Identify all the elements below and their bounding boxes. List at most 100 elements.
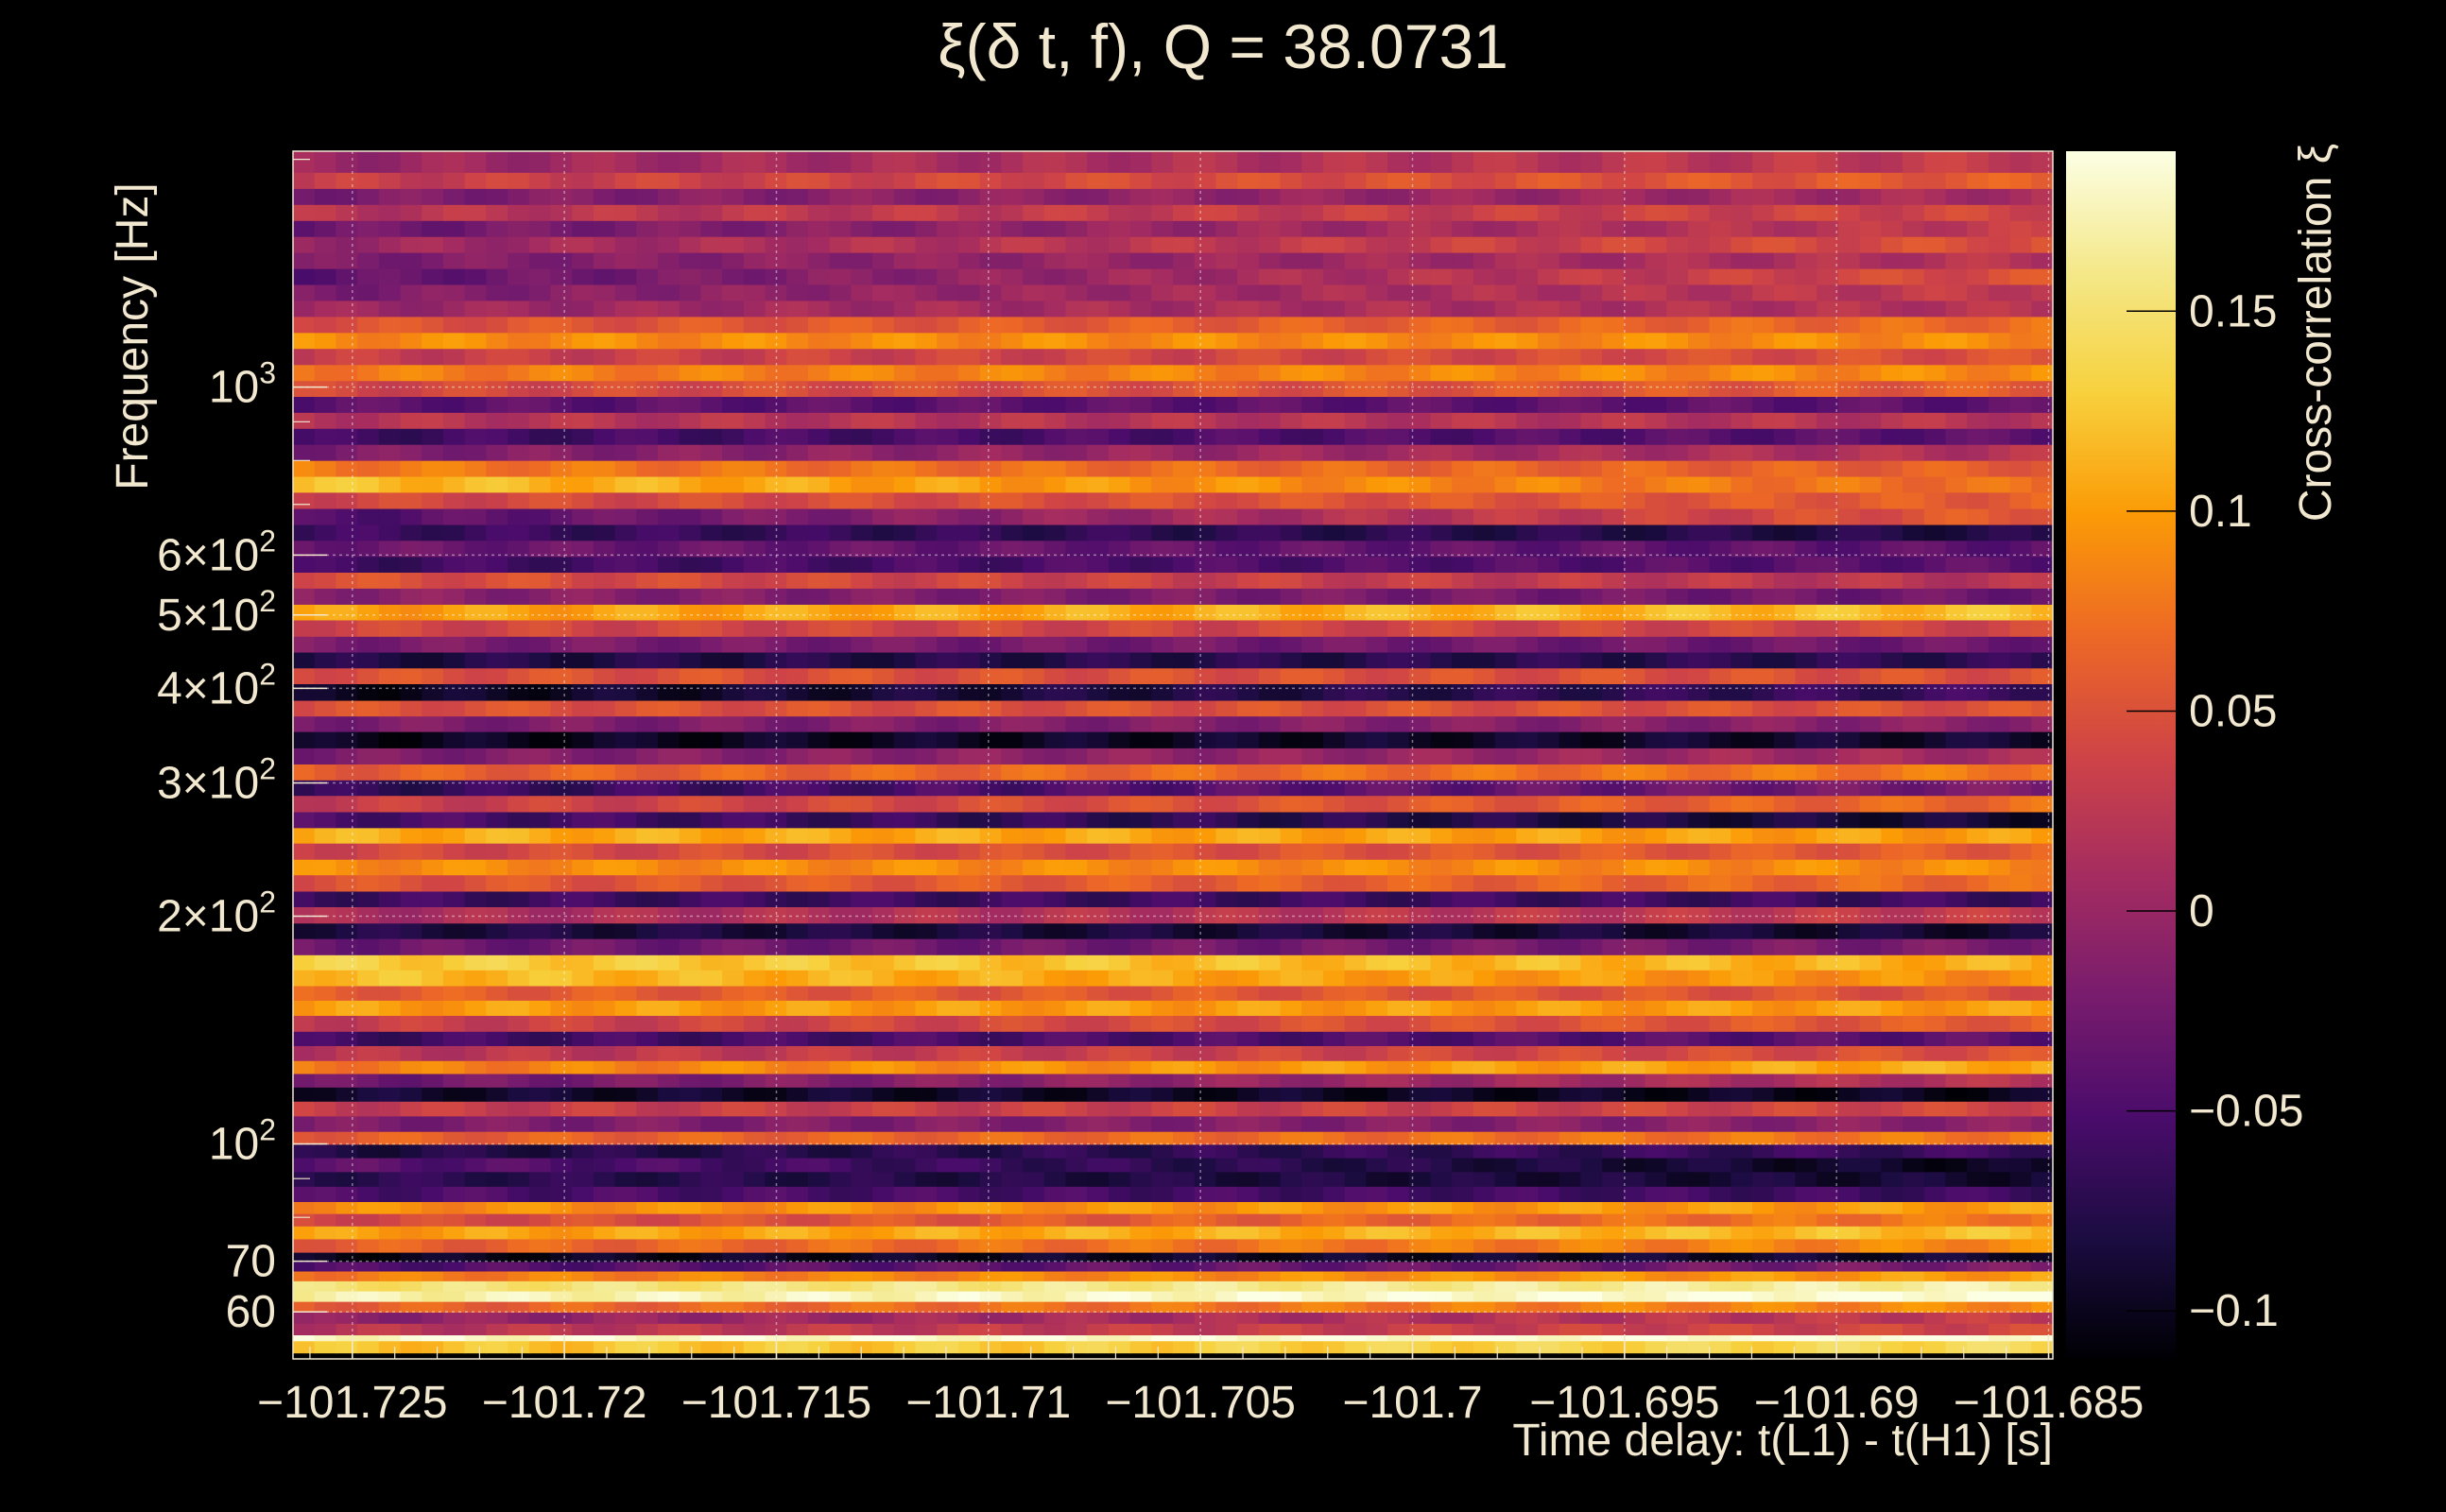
heatmap-cell: [1387, 747, 1410, 765]
heatmap-cell: [786, 1323, 809, 1336]
heatmap-cell: [1666, 636, 1689, 653]
heatmap-cell: [1666, 1201, 1689, 1214]
heatmap-cell: [1430, 1290, 1453, 1302]
heatmap-cell: [1087, 524, 1110, 541]
heatmap-cell: [442, 475, 466, 493]
heatmap-cell: [486, 1100, 508, 1117]
heatmap-cell: [1237, 1130, 1260, 1145]
heatmap-cell: [572, 1130, 594, 1145]
heatmap-cell: [937, 1212, 959, 1227]
heatmap-cell: [614, 779, 638, 797]
heatmap-cell: [700, 969, 723, 987]
heatmap-cell: [1538, 1157, 1560, 1173]
heatmap-cell: [1945, 619, 1968, 637]
heatmap-cell: [1645, 1087, 1668, 1102]
heatmap-cell: [851, 1238, 873, 1253]
heatmap-cell: [1237, 524, 1260, 541]
heatmap-cell: [1923, 1323, 1947, 1336]
heatmap-cell: [442, 1087, 466, 1102]
heatmap-cell: [1817, 507, 1839, 525]
heatmap-cell: [1430, 937, 1453, 955]
heatmap-cell: [2009, 1031, 2033, 1046]
heatmap-cell: [915, 842, 939, 860]
heatmap-cell: [486, 475, 508, 493]
heatmap-cell: [1473, 683, 1496, 701]
heatmap-cell: [1280, 1290, 1303, 1302]
heatmap-cell: [765, 1115, 788, 1132]
heatmap-cell: [1452, 572, 1474, 589]
heatmap-cell: [464, 1000, 488, 1016]
heatmap-cell: [722, 1073, 745, 1088]
heatmap-cell: [2031, 1290, 2053, 1302]
heatmap-cell: [293, 1270, 316, 1281]
heatmap-cell: [1108, 604, 1131, 621]
heatmap-cell: [1322, 858, 1346, 876]
heatmap-cell: [1709, 588, 1732, 605]
heatmap-cell: [1709, 842, 1732, 860]
heatmap-cell: [1387, 1280, 1410, 1292]
heatmap-cell: [1494, 969, 1518, 987]
heatmap-cell: [937, 667, 959, 684]
heatmap-cell: [1366, 811, 1388, 829]
heatmap-cell: [508, 1115, 530, 1132]
heatmap-cell: [1430, 1201, 1453, 1214]
heatmap-cell: [464, 475, 488, 493]
heatmap-cell: [1322, 683, 1346, 701]
heatmap-cell: [829, 524, 853, 541]
heatmap-cell: [314, 1238, 337, 1253]
heatmap-cell: [1859, 811, 1883, 829]
heatmap-cell: [1923, 811, 1947, 829]
heatmap-cell: [1494, 779, 1518, 797]
heatmap-cell: [1344, 524, 1368, 541]
heatmap-cell: [743, 1087, 767, 1102]
heatmap-cell: [508, 1130, 530, 1145]
heatmap-cell: [1687, 683, 1711, 701]
heatmap-cell: [528, 795, 552, 813]
heatmap-cell: [765, 922, 788, 939]
heatmap-cell: [1065, 1143, 1088, 1159]
heatmap-cell: [636, 1015, 659, 1032]
heatmap-cell: [336, 1015, 358, 1032]
heatmap-cell: [2031, 922, 2053, 939]
heatmap-cell: [1666, 507, 1689, 525]
heatmap-cell: [1087, 764, 1110, 781]
heatmap-cell: [1709, 1186, 1732, 1202]
heatmap-cell: [1258, 795, 1282, 813]
heatmap-cell: [679, 1251, 702, 1263]
heatmap-cell: [1043, 811, 1067, 829]
heatmap-cell: [1837, 1290, 1861, 1302]
heatmap-cell: [1988, 874, 2011, 892]
heatmap-cell: [1194, 699, 1217, 717]
heatmap-cell: [1087, 842, 1110, 860]
heatmap-cell: [679, 779, 702, 797]
heatmap-cell: [1065, 507, 1088, 525]
heatmap-cell: [1580, 1015, 1603, 1032]
heatmap-cell: [957, 1171, 981, 1187]
heatmap-cell: [872, 730, 895, 748]
heatmap-cell: [893, 779, 917, 797]
heatmap-cell: [1516, 985, 1539, 1001]
heatmap-cell: [550, 524, 573, 541]
heatmap-cell: [1322, 779, 1346, 797]
heatmap-cell: [378, 572, 402, 589]
heatmap-cell: [915, 619, 939, 637]
heatmap-cell: [2031, 1171, 2053, 1187]
heatmap-cell: [1988, 1143, 2011, 1159]
heatmap-cell: [1752, 730, 1775, 748]
heatmap-cell: [1795, 747, 1818, 765]
heatmap-cell: [572, 699, 594, 717]
heatmap-cell: [1194, 1312, 1217, 1324]
heatmap-cell: [722, 1300, 745, 1314]
heatmap-cell: [765, 1300, 788, 1314]
heatmap-cell: [1258, 1238, 1282, 1253]
heatmap-cell: [915, 1000, 939, 1016]
heatmap-cell: [743, 1130, 767, 1145]
heatmap-cell: [572, 1000, 594, 1016]
heatmap-cell: [1538, 604, 1560, 621]
heatmap-cell: [1967, 540, 1990, 558]
heatmap-cell: [1430, 699, 1453, 717]
heatmap-cell: [1709, 1073, 1732, 1088]
heatmap-cell: [786, 937, 809, 955]
heatmap-cell: [1967, 1323, 1990, 1336]
heatmap-cell: [1817, 969, 1839, 987]
